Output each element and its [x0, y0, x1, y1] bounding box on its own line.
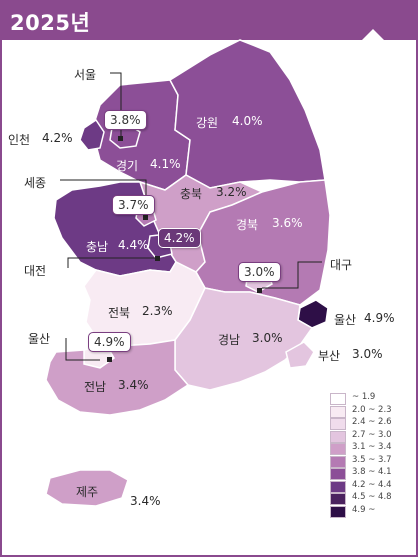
region-jeju: [45, 469, 129, 507]
label-jeonbuk-value: 2.3%: [142, 304, 173, 318]
label-gyeongnam-value: 3.0%: [252, 331, 283, 345]
label-jeonnam-name: 전남: [84, 380, 107, 394]
callout-seoul: 3.8%: [104, 110, 147, 130]
label-busan-name: 부산: [318, 349, 341, 363]
legend-label: 2.0 ~ 2.3: [352, 404, 392, 415]
legend-label: 3.1 ~ 3.4: [352, 442, 392, 452]
callout-daejeon: 4.2%: [158, 228, 201, 248]
label-gangwon-name: 강원: [196, 116, 219, 130]
header-notch: [362, 29, 384, 40]
legend-label: 4.9 ~: [352, 504, 376, 515]
label-jeonnam-value: 3.4%: [118, 378, 149, 392]
label-gyeongbuk-name: 경북: [236, 218, 259, 232]
legend-swatch: [330, 493, 346, 505]
legend-swatch: [330, 393, 346, 405]
legend-swatch: [330, 455, 346, 468]
legend-label: 3.5 ~ 3.7: [352, 454, 392, 465]
marker-daejeon: [155, 256, 160, 261]
label-daegu-name: 대구: [330, 258, 353, 272]
leader-daejeon: [67, 257, 156, 268]
label-ulsan-name: 울산: [334, 313, 357, 327]
label-gyeongnam-name: 경남: [218, 333, 241, 347]
region-incheon: [79, 118, 105, 151]
label-jeonbuk-name: 전북: [108, 306, 131, 320]
header-bar: 2025년: [0, 0, 418, 40]
label-sejong-name: 세종: [24, 176, 47, 190]
label-gyeonggi-name: 경기: [116, 159, 139, 173]
label-daejeon-name: 대전: [24, 264, 47, 278]
callout-gwangju: 4.9%: [88, 332, 131, 352]
legend-label: 3.8 ~ 4.1: [352, 467, 392, 477]
label-chungbuk-name: 충북: [180, 187, 203, 201]
legend-swatch: [330, 443, 346, 455]
region-jeonnam: [45, 339, 190, 416]
label-incheon-name: 인천: [8, 133, 31, 147]
label-chungnam-name: 충남: [86, 240, 109, 254]
marker-dots: [107, 136, 262, 362]
marker-sejong: [143, 215, 148, 220]
legend-swatch: [330, 430, 346, 443]
region-busan: [285, 341, 315, 369]
marker-gwangju: [107, 357, 112, 362]
legend-swatch: [330, 505, 346, 518]
label-chungnam-value: 4.4%: [118, 238, 149, 252]
label-chungbuk-value: 3.2%: [216, 185, 247, 199]
legend-label: 2.4 ~ 2.6: [352, 417, 392, 427]
label-jeju-value: 3.4%: [130, 494, 161, 508]
legend-swatch: [330, 405, 346, 418]
callout-sejong: 3.7%: [112, 195, 155, 215]
legend-swatch: [330, 418, 346, 430]
leader-gwangju: [65, 338, 100, 361]
label-gyeongbuk-value: 3.6%: [272, 216, 303, 230]
label-gyeonggi-value: 4.1%: [150, 157, 181, 171]
legend-label: 4.2 ~ 4.4: [352, 479, 392, 490]
legend-label: ~ 1.9: [352, 392, 376, 402]
label-ulsan-value: 4.9%: [364, 311, 395, 325]
legend-label: 2.7 ~ 3.0: [352, 429, 392, 440]
legend-swatch: [330, 468, 346, 480]
label-seoul-name: 서울: [74, 68, 97, 82]
label-gwangju-name: 울산: [28, 332, 51, 346]
map-title: 2025년: [10, 11, 91, 35]
legend-label: 4.5 ~ 4.8: [352, 492, 392, 502]
callout-daegu: 3.0%: [238, 262, 281, 282]
label-incheon-value: 4.2%: [42, 131, 73, 145]
legend-swatch: [330, 480, 346, 493]
label-jeju-name: 제주: [76, 485, 99, 499]
region-gyeonggi: [91, 79, 191, 191]
marker-daegu: [257, 288, 262, 293]
label-busan-value: 3.0%: [352, 347, 383, 361]
leader-daegu: [262, 261, 322, 289]
marker-seoul: [118, 136, 123, 141]
label-gangwon-value: 4.0%: [232, 114, 263, 128]
